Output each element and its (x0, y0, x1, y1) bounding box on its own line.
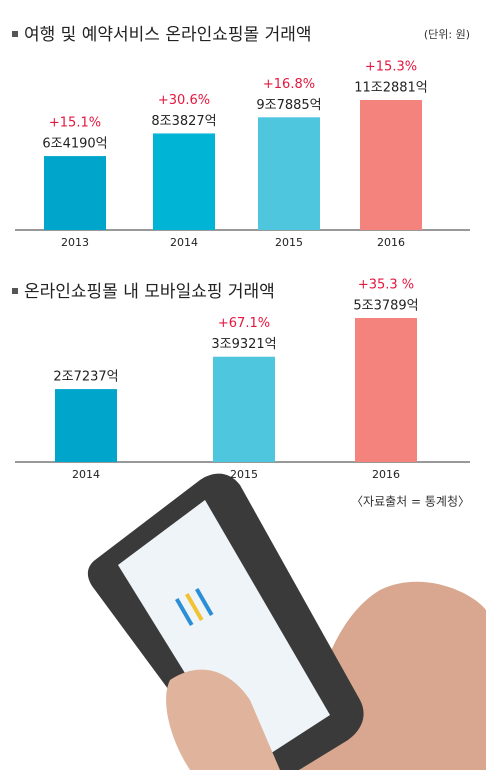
value-label: 5조3789억 (353, 299, 418, 314)
x-tick-label: 2014 (170, 236, 198, 249)
value-label: 11조2881억 (354, 81, 428, 96)
chart-title: 온라인쇼핑몰 내 모바일쇼핑 거래액 (24, 282, 275, 302)
growth-label: +30.6% (158, 93, 210, 108)
photo-detail (174, 598, 194, 626)
bar (153, 133, 215, 230)
photo-detail (195, 588, 214, 616)
growth-label: +15.3% (365, 60, 417, 75)
x-tick-label: 2014 (72, 468, 100, 481)
source: 〈자료출처 = 통계청〉 (351, 495, 470, 509)
screen (118, 500, 330, 770)
title-marker (12, 288, 18, 294)
x-tick-label: 2016 (377, 236, 405, 249)
bar (55, 389, 117, 462)
growth-label: +35.3 % (358, 278, 414, 293)
title-marker (12, 31, 18, 37)
value-label: 9조7885억 (256, 98, 321, 113)
value-label: 8조3827억 (151, 114, 216, 129)
x-tick-label: 2016 (372, 468, 400, 481)
growth-label: +16.8% (263, 77, 315, 92)
unit-label: (단위: 원) (424, 28, 470, 41)
bar (44, 156, 106, 230)
photo-detail (185, 593, 204, 621)
bar (360, 100, 422, 230)
value-label: 6조4190억 (42, 137, 107, 152)
x-tick-label: 2015 (230, 468, 258, 481)
growth-label: +15.1% (49, 116, 101, 131)
chart-title: 여행 및 예약서비스 온라인쇼핑몰 거래액 (24, 25, 312, 45)
bar (258, 117, 320, 230)
growth-label: +67.1% (218, 316, 270, 331)
photo (87, 473, 486, 774)
x-tick-label: 2015 (275, 236, 303, 249)
x-tick-label: 2013 (61, 236, 89, 249)
bar (355, 318, 417, 462)
value-label: 2조7237억 (53, 370, 118, 385)
thumb (166, 669, 280, 770)
bar (213, 356, 275, 462)
value-label: 3조9321억 (211, 337, 276, 352)
